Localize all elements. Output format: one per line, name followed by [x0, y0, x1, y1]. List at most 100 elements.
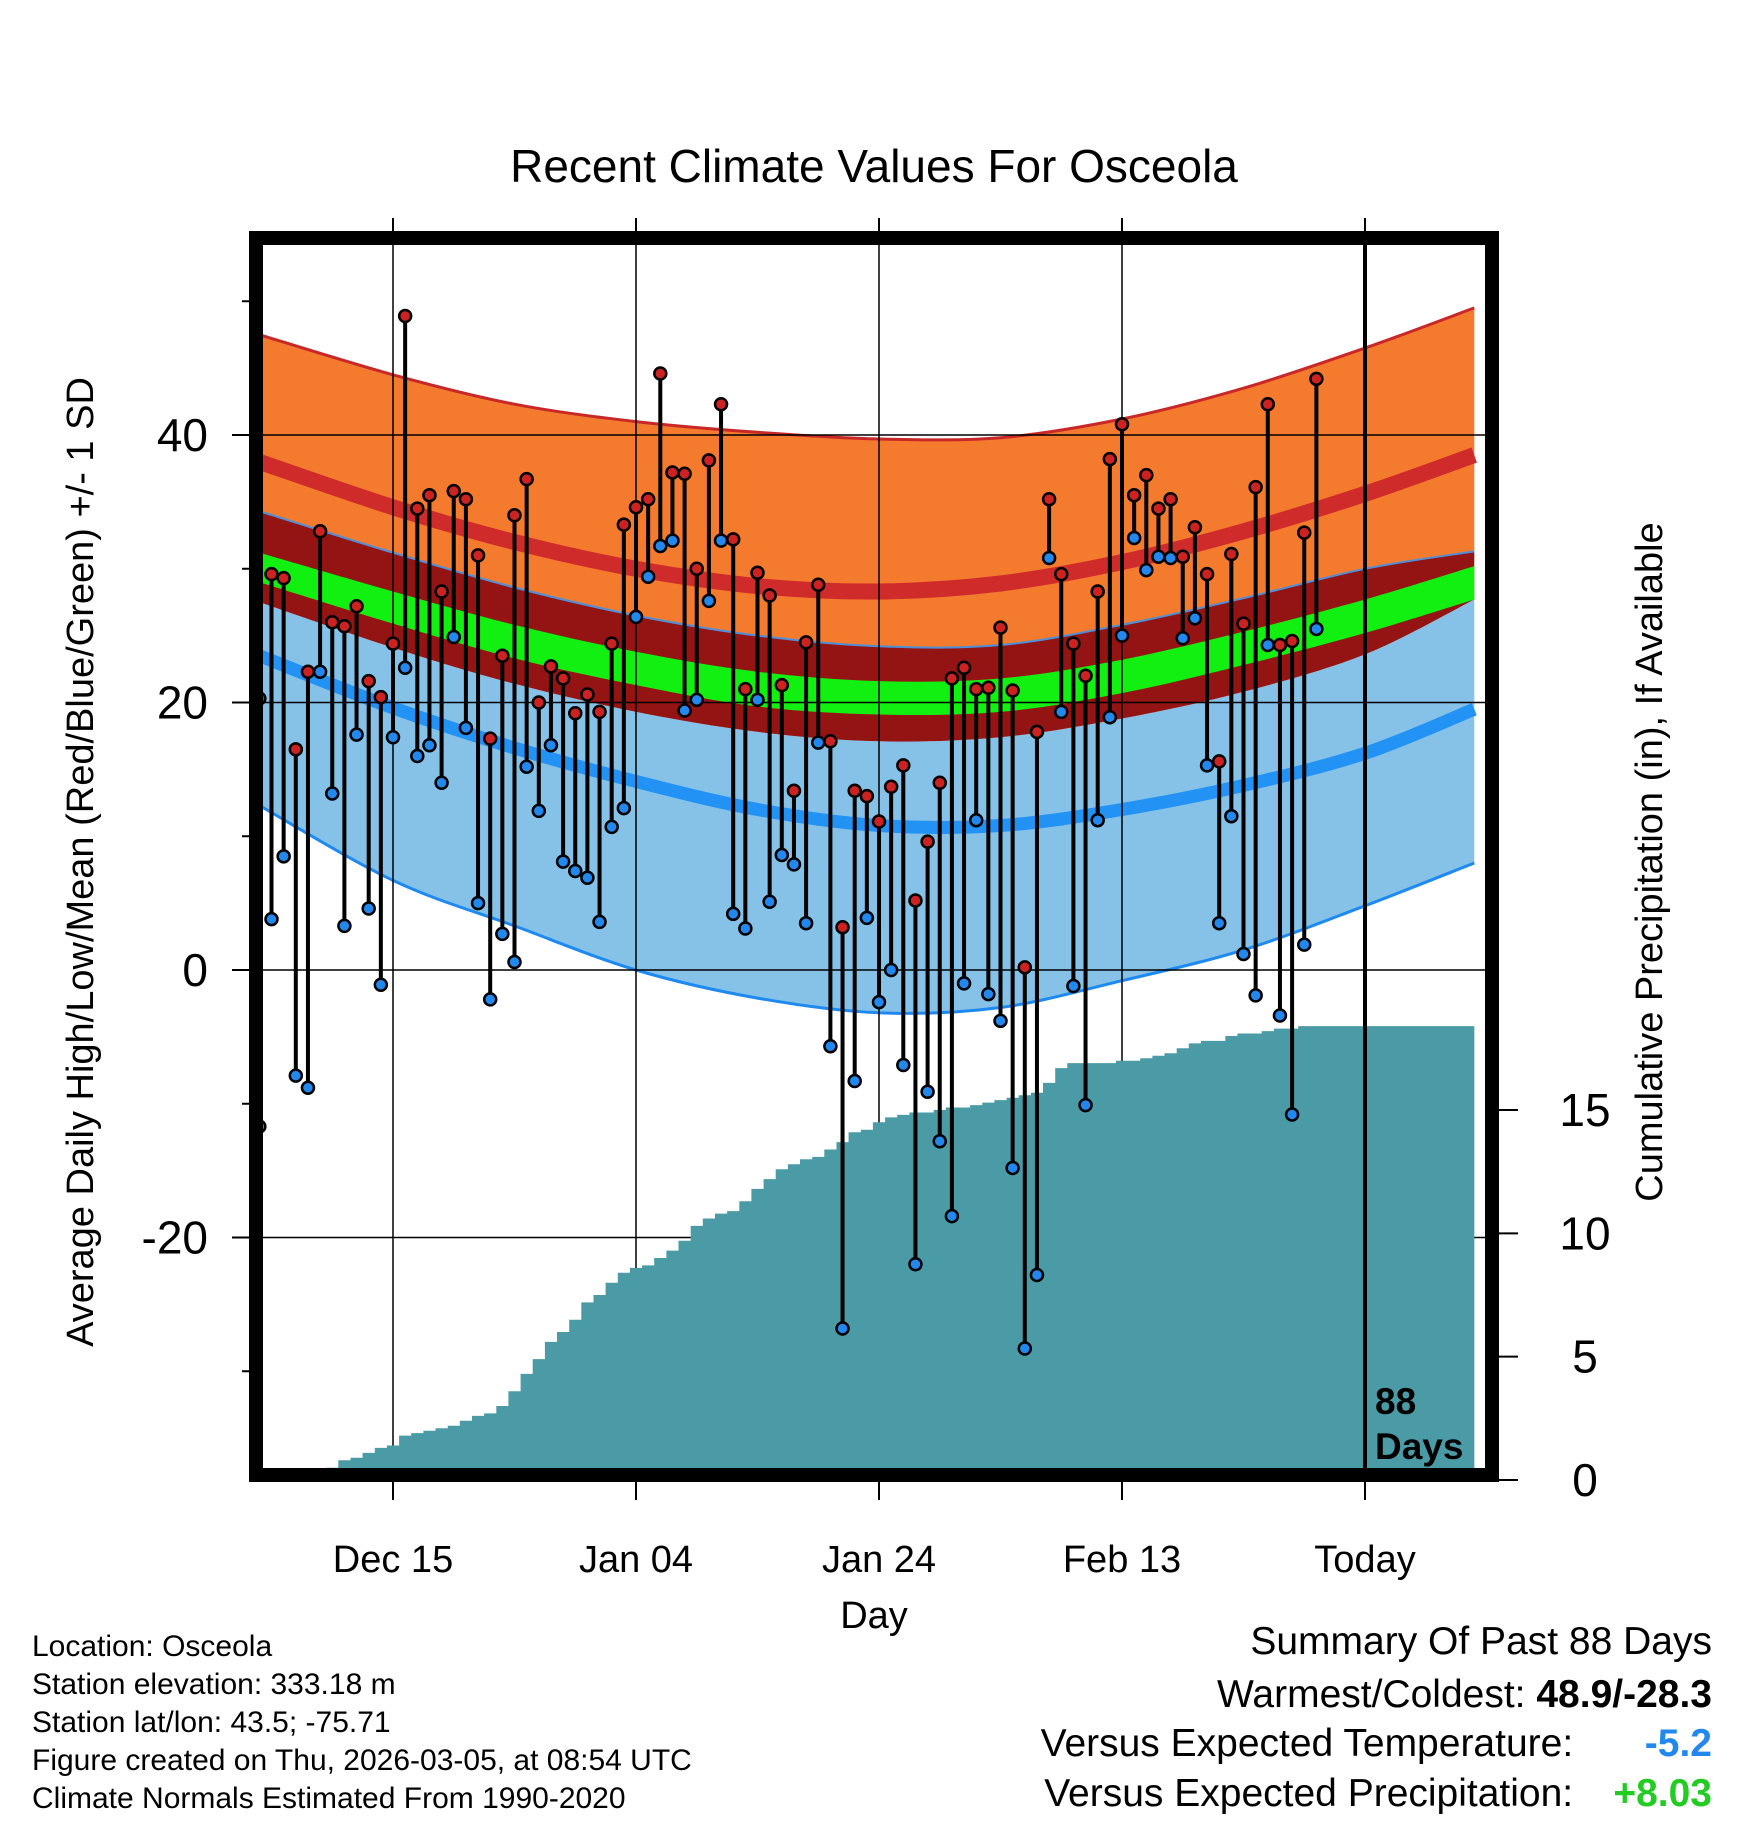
daily-high-dot: [677, 466, 692, 482]
daily-low-dot: [932, 1133, 947, 1149]
daily-low-dot: [1029, 1267, 1045, 1283]
daily-high-dot: [859, 788, 875, 804]
daily-low-dot: [1066, 978, 1081, 994]
daily-low-dot: [531, 803, 547, 819]
daily-low-dot: [385, 730, 401, 745]
daily-low-dot: [896, 1057, 911, 1073]
warmest-coldest-label: Warmest/Coldest:: [1217, 1673, 1526, 1716]
daily-low-dot: [397, 660, 413, 675]
daily-high-dot: [1017, 960, 1033, 975]
daily-high-dot: [1029, 724, 1045, 740]
station-info: Location: Osceola Station elevation: 333…: [32, 1628, 692, 1818]
daily-high-dot: [482, 731, 498, 746]
daily-low-dot: [1090, 812, 1105, 828]
daily-high-dot: [981, 680, 996, 696]
daily-low-dot: [725, 906, 741, 922]
daily-low-dot: [410, 748, 425, 764]
daily-low-dot: [580, 870, 595, 885]
x-tick-label: Jan 24: [822, 1539, 936, 1581]
daily-high-dot: [823, 734, 838, 749]
daily-low-dot: [628, 609, 644, 625]
daily-low-dot: [713, 533, 729, 548]
daily-low-dot: [519, 759, 534, 774]
daily-low-dot: [458, 720, 474, 736]
daily-high-dot: [920, 834, 935, 849]
daily-high-dot: [908, 893, 923, 908]
daily-low-dot: [786, 857, 802, 872]
daily-low-dot: [616, 800, 632, 816]
daily-high-dot: [725, 532, 741, 547]
daily-high-dot: [446, 483, 461, 499]
daily-low-dot: [1102, 709, 1118, 725]
daily-high-dot: [1199, 566, 1215, 582]
daily-high-dot: [349, 598, 364, 614]
daily-low-dot: [1126, 530, 1142, 546]
daily-low-dot: [762, 894, 777, 910]
daily-low-dot: [823, 1038, 838, 1054]
daily-high-dot: [288, 742, 304, 757]
elevation-text: Station elevation: 333.18 m: [32, 1668, 396, 1701]
daily-high-dot: [738, 681, 753, 697]
daily-low-dot: [373, 977, 389, 992]
y-tick-label: 40: [157, 409, 208, 461]
daily-high-dot: [495, 648, 510, 663]
daily-low-dot: [1041, 550, 1057, 566]
daily-low-dot: [312, 664, 328, 679]
daily-high-dot: [507, 508, 522, 523]
daily-low-dot: [1284, 1107, 1300, 1122]
daily-low-dot: [883, 962, 899, 978]
precip-delta-label: Versus Expected Precipitation:: [1044, 1772, 1574, 1815]
daily-low-dot: [325, 786, 340, 801]
daily-low-dot: [1224, 808, 1239, 824]
daily-high-dot: [689, 561, 704, 576]
daily-high-dot: [1102, 451, 1118, 467]
daily-high-dot: [470, 548, 486, 563]
daily-high-dot: [1163, 491, 1178, 507]
daily-high-dot: [580, 687, 595, 702]
daily-high-dot: [993, 620, 1008, 635]
y2-tick-label: 0: [1572, 1454, 1598, 1506]
daily-high-dot: [1054, 566, 1069, 582]
daily-high-dot: [896, 758, 911, 773]
summary-precip: Versus Expected Precipitation: +8.03: [1044, 1772, 1712, 1816]
daily-high-dot: [616, 517, 632, 532]
daily-high-dot: [932, 775, 947, 790]
daily-low-dot: [1151, 549, 1166, 564]
plot-area: Dec 15 Jan 04 Jan 24 Feb 13 Today -20 0 20 40 0 5 1…: [142, 218, 1611, 1581]
summary-title: Summary Of Past 88 Days: [1250, 1620, 1712, 1663]
daily-high-dot: [653, 366, 668, 381]
daily-high-dot: [968, 681, 984, 697]
daily-high-dot: [458, 491, 474, 507]
daily-low-dot: [555, 854, 571, 869]
daily-high-dot: [1297, 525, 1312, 540]
daily-low-dot: [920, 1084, 935, 1099]
daily-low-dot: [1187, 610, 1203, 626]
daily-low-dot: [349, 727, 364, 742]
daily-high-dot: [1041, 491, 1057, 507]
daily-high-dot: [592, 704, 607, 720]
daily-high-dot: [956, 660, 972, 675]
daily-high-dot: [640, 491, 656, 507]
daily-high-dot: [373, 689, 389, 705]
temp-delta-label: Versus Expected Temperature:: [1040, 1722, 1574, 1765]
daily-high-dot: [410, 501, 425, 516]
daily-low-dot: [956, 976, 972, 991]
plot-frame: [249, 231, 1499, 1482]
daily-low-dot: [300, 1080, 316, 1095]
daily-high-dot: [883, 779, 899, 795]
daily-high-dot: [835, 919, 850, 935]
daily-low-dot: [1272, 1008, 1288, 1023]
daily-low-dot: [640, 569, 656, 585]
x-tick-label: Jan 04: [579, 1539, 693, 1581]
daily-high-dot: [263, 692, 267, 705]
daily-low-dot: [859, 910, 875, 926]
daily-high-dot: [1187, 520, 1203, 535]
daily-low-dot: [276, 849, 291, 864]
daily-high-dot: [871, 814, 887, 829]
daily-high-dot: [337, 619, 352, 634]
daily-low-dot: [361, 901, 376, 916]
normals-period-text: Climate Normals Estimated From 1990-2020: [32, 1782, 626, 1815]
daily-high-dot: [1284, 633, 1300, 649]
daily-high-dot: [847, 783, 862, 799]
daily-low-dot: [1163, 550, 1178, 566]
